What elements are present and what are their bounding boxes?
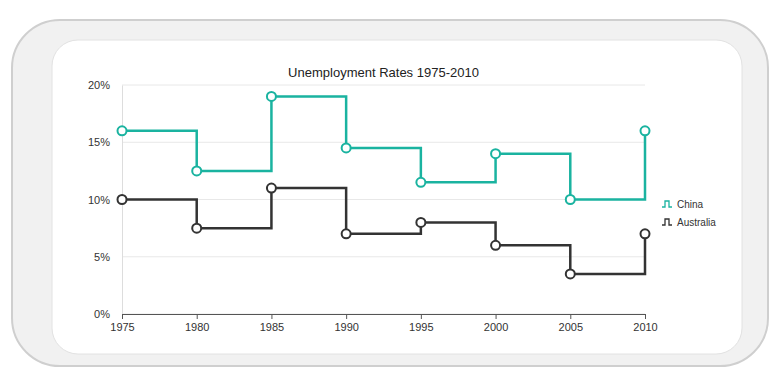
series-marker xyxy=(118,126,127,135)
series-marker xyxy=(641,126,650,135)
y-tick: 15% xyxy=(88,136,122,148)
x-tick: 2005 xyxy=(559,314,583,333)
y-tick-label: 15% xyxy=(88,136,110,148)
series-marker xyxy=(192,224,201,233)
x-tick-label: 2010 xyxy=(633,321,657,333)
x-tick-mark xyxy=(197,314,198,319)
chart-svg: 0% 5% 10% 15% 20% 1975 1980 1985 1990 1995 2000 200… xyxy=(0,0,780,390)
x-tick: 1975 xyxy=(110,314,134,333)
series-marker xyxy=(118,195,127,204)
x-tick-mark xyxy=(570,314,571,319)
series-marker xyxy=(267,184,276,193)
series-marker xyxy=(192,166,201,175)
y-tick: 0% xyxy=(94,308,122,320)
device-frame xyxy=(12,20,768,366)
grid-line xyxy=(122,142,645,143)
series-marker xyxy=(566,195,575,204)
x-axis-line xyxy=(123,315,646,320)
x-tick: 1990 xyxy=(334,314,358,333)
x-tick-mark xyxy=(421,314,422,319)
series-marker xyxy=(416,178,425,187)
x-tick-label: 1990 xyxy=(334,321,358,333)
x-axis: 1975 1980 1985 1990 1995 2000 2005 2010 xyxy=(110,314,657,333)
series-marker xyxy=(342,143,351,152)
x-tick-label: 1985 xyxy=(260,321,284,333)
y-tick: 20% xyxy=(88,79,122,91)
grid xyxy=(122,85,645,314)
grid-line xyxy=(122,256,645,257)
series-marker xyxy=(491,149,500,158)
series-marker xyxy=(416,218,425,227)
x-tick: 2010 xyxy=(633,314,657,333)
x-tick-mark xyxy=(122,314,123,319)
legend-label: Australia xyxy=(677,217,716,228)
legend: China Australia xyxy=(662,199,716,228)
series-marker xyxy=(267,92,276,101)
x-tick-label: 1995 xyxy=(409,321,433,333)
y-tick-label: 10% xyxy=(88,194,110,206)
y-tick: 5% xyxy=(94,251,122,263)
x-tick-mark xyxy=(271,314,272,319)
y-tick-label: 0% xyxy=(94,308,110,320)
series-marker xyxy=(491,241,500,250)
x-tick: 1980 xyxy=(185,314,209,333)
legend-symbol xyxy=(662,219,672,225)
y-tick-label: 5% xyxy=(94,251,110,263)
x-tick: 1995 xyxy=(409,314,433,333)
series-marker xyxy=(342,229,351,238)
y-tick-label: 20% xyxy=(88,79,110,91)
legend-label: China xyxy=(677,199,704,210)
plot-marks xyxy=(118,92,650,278)
x-tick-mark xyxy=(645,314,646,319)
x-tick-label: 1975 xyxy=(110,321,134,333)
series-marker xyxy=(641,229,650,238)
x-tick-label: 2005 xyxy=(559,321,583,333)
x-tick-mark xyxy=(496,314,497,319)
series-line xyxy=(122,96,645,199)
chart-title: Unemployment Rates 1975-2010 xyxy=(288,65,479,80)
grid-line xyxy=(122,85,645,86)
x-tick: 2000 xyxy=(484,314,508,333)
legend-symbol xyxy=(662,201,672,207)
x-tick-label: 1980 xyxy=(185,321,209,333)
series-marker xyxy=(566,269,575,278)
x-tick: 1985 xyxy=(260,314,284,333)
x-tick-label: 2000 xyxy=(484,321,508,333)
device-screen xyxy=(52,40,742,354)
series-line xyxy=(122,188,645,274)
x-tick-mark xyxy=(346,314,347,319)
